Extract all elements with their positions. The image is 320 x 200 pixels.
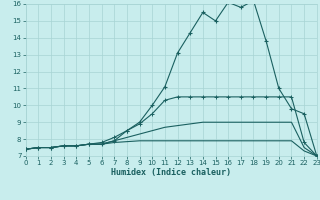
X-axis label: Humidex (Indice chaleur): Humidex (Indice chaleur)	[111, 168, 231, 177]
